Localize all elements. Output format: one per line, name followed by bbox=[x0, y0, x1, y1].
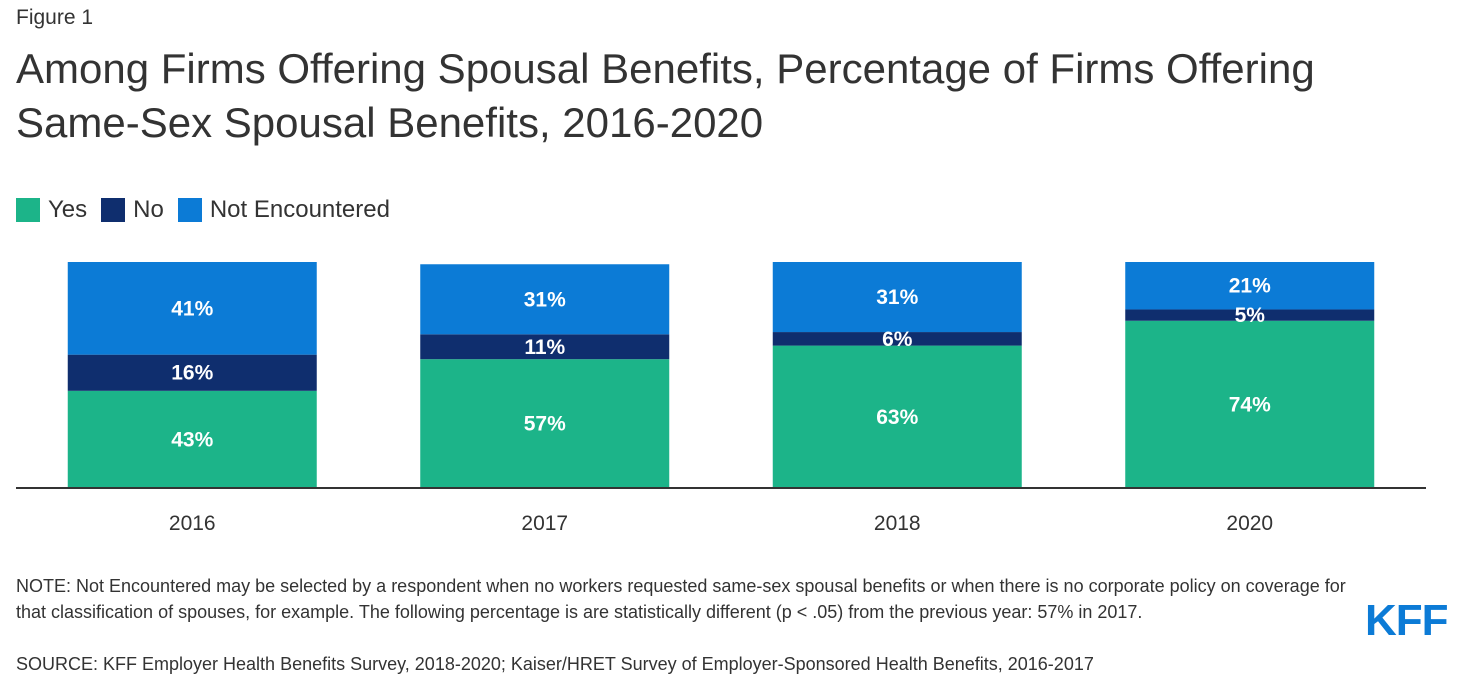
bar-no-2016 bbox=[67, 354, 317, 391]
data-label-yes-2020: 74% bbox=[1229, 393, 1271, 416]
data-label-not-encountered-2016: 41% bbox=[171, 297, 213, 320]
legend-swatch-yes bbox=[16, 198, 40, 222]
chart-note: NOTE: Not Encountered may be selected by… bbox=[16, 576, 1346, 622]
x-tick-label-2016: 2016 bbox=[169, 512, 216, 535]
x-tick-labels-group: 2016 2017 2018 2020 bbox=[169, 512, 1273, 535]
legend-label-not-encountered: Not Encountered bbox=[209, 196, 390, 223]
x-tick-label-2020: 2020 bbox=[1226, 512, 1273, 535]
legend-swatch-no bbox=[101, 198, 126, 222]
bar-labels-group: 43% 16% 41% 57% 11% 31% 63% 6% 31% 74% 5% 21% bbox=[171, 275, 1271, 452]
bar-no-2020 bbox=[1125, 309, 1375, 321]
legend-label-no: No bbox=[133, 196, 164, 223]
data-label-no-2018: 6% bbox=[882, 328, 913, 351]
bar-no-2017 bbox=[420, 334, 670, 360]
x-tick-label-2017: 2017 bbox=[521, 512, 568, 535]
legend-swatch-not-encountered bbox=[177, 198, 202, 222]
bar-yes-2017 bbox=[420, 359, 670, 488]
kff-logo: KFF bbox=[1365, 596, 1449, 645]
bar-not-encountered-2016 bbox=[67, 262, 317, 355]
chart-source: SOURCE: KFF Employer Health Benefits Sur… bbox=[16, 654, 1094, 674]
data-label-not-encountered-2020: 21% bbox=[1229, 275, 1271, 298]
figure-label: Figure 1 bbox=[16, 6, 94, 29]
bar-not-encountered-2017 bbox=[420, 264, 670, 335]
legend-label-yes: Yes bbox=[48, 196, 88, 223]
stacked-bar-chart: 43%16%41%57%11%31%63%6%31%74%5%21% 2016 2… bbox=[16, 262, 1426, 535]
data-label-no-2017: 11% bbox=[524, 336, 565, 359]
bar-not-encountered-2018 bbox=[772, 262, 1022, 333]
data-label-yes-2017: 57% bbox=[524, 413, 566, 436]
bar-yes-2018 bbox=[772, 345, 1022, 488]
legend-item-no: No bbox=[101, 196, 164, 224]
legend-item-not-encountered: Not Encountered bbox=[177, 196, 390, 224]
bar-no-2018 bbox=[772, 332, 1022, 346]
legend-item-yes: Yes bbox=[16, 196, 87, 224]
bars-group bbox=[67, 262, 1375, 488]
data-label-no-2020: 5% bbox=[1235, 304, 1266, 327]
bar-yes-2016 bbox=[67, 390, 317, 488]
data-label-no-2016: 16% bbox=[171, 362, 213, 385]
bar-yes-2020 bbox=[1125, 320, 1375, 488]
bar-not-encountered-2020 bbox=[1125, 262, 1375, 310]
data-label-yes-2016: 43% bbox=[171, 428, 213, 451]
x-tick-label-2018: 2018 bbox=[874, 512, 921, 535]
data-label-yes-2018: 63% bbox=[876, 406, 918, 429]
legend: Yes No Not Encountered bbox=[16, 196, 404, 224]
chart-title: Among Firms Offering Spousal Benefits, P… bbox=[16, 45, 1315, 146]
data-label-not-encountered-2017: 31% bbox=[524, 288, 566, 311]
data-label-not-encountered-2018: 31% bbox=[876, 286, 918, 309]
